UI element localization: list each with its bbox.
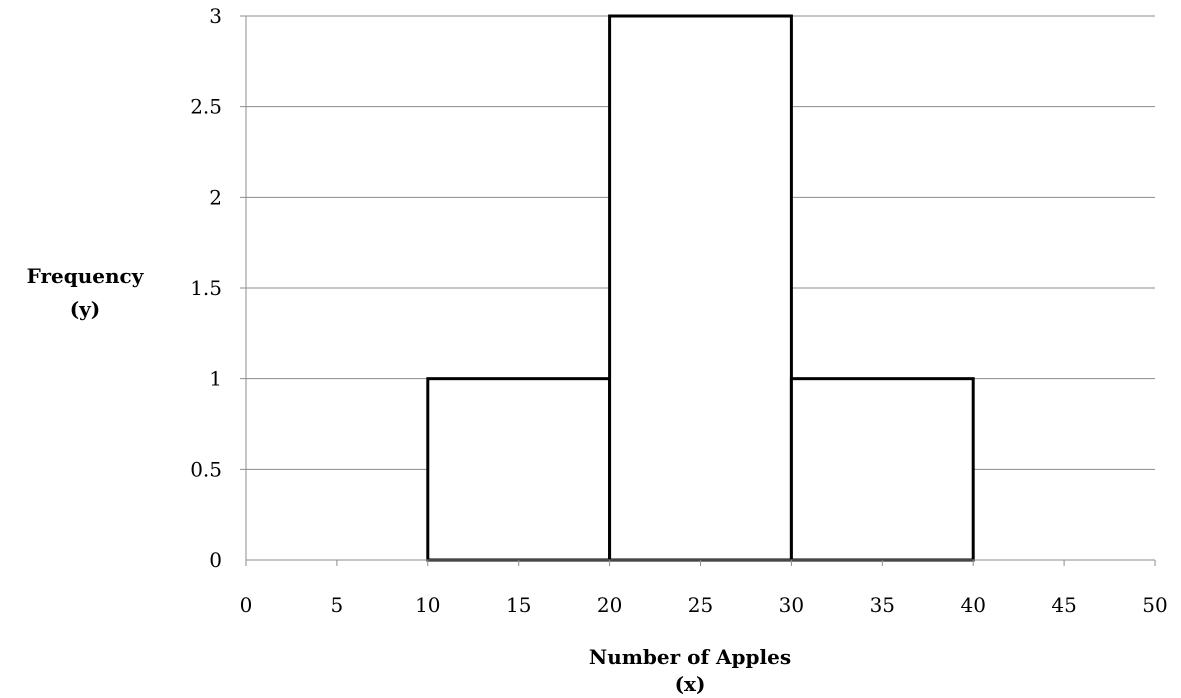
y-axis-title-line1: Frequency bbox=[27, 264, 145, 288]
y-tick-label: 2.5 bbox=[190, 95, 222, 119]
y-tick-label: 0.5 bbox=[190, 457, 222, 481]
x-tick-label: 5 bbox=[331, 593, 344, 617]
histogram-bar-0 bbox=[426, 377, 612, 562]
x-tick-label: 35 bbox=[870, 593, 895, 617]
x-tick-label: 40 bbox=[960, 593, 985, 617]
x-tick-label: 25 bbox=[688, 593, 713, 617]
bars bbox=[426, 14, 975, 562]
y-tick-label: 1 bbox=[209, 367, 222, 391]
y-axis-title-line2: (y) bbox=[70, 297, 101, 321]
y-tick-label: 3 bbox=[209, 4, 222, 28]
x-tick-label: 20 bbox=[597, 593, 622, 617]
y-tick-label: 1.5 bbox=[190, 276, 222, 300]
x-tick-marks bbox=[245, 560, 1156, 566]
histogram-bar-2 bbox=[789, 377, 975, 562]
y-tick-label: 2 bbox=[209, 185, 222, 209]
x-axis-title-line2: (x) bbox=[675, 672, 706, 696]
x-axis-title-line1: Number of Apples bbox=[589, 645, 791, 669]
y-tick-label: 0 bbox=[209, 548, 222, 572]
histogram-bar-1 bbox=[608, 14, 793, 562]
x-tick-label: 30 bbox=[779, 593, 804, 617]
x-tick-label: 15 bbox=[506, 593, 531, 617]
x-tick-labels: 0 5 10 15 20 25 30 35 40 45 50 bbox=[240, 593, 1168, 617]
x-tick-label: 0 bbox=[240, 593, 253, 617]
x-tick-label: 45 bbox=[1051, 593, 1076, 617]
x-tick-label: 50 bbox=[1142, 593, 1167, 617]
x-tick-label: 10 bbox=[415, 593, 440, 617]
y-tick-labels: 0 0.5 1 1.5 2 2.5 3 bbox=[190, 4, 222, 572]
